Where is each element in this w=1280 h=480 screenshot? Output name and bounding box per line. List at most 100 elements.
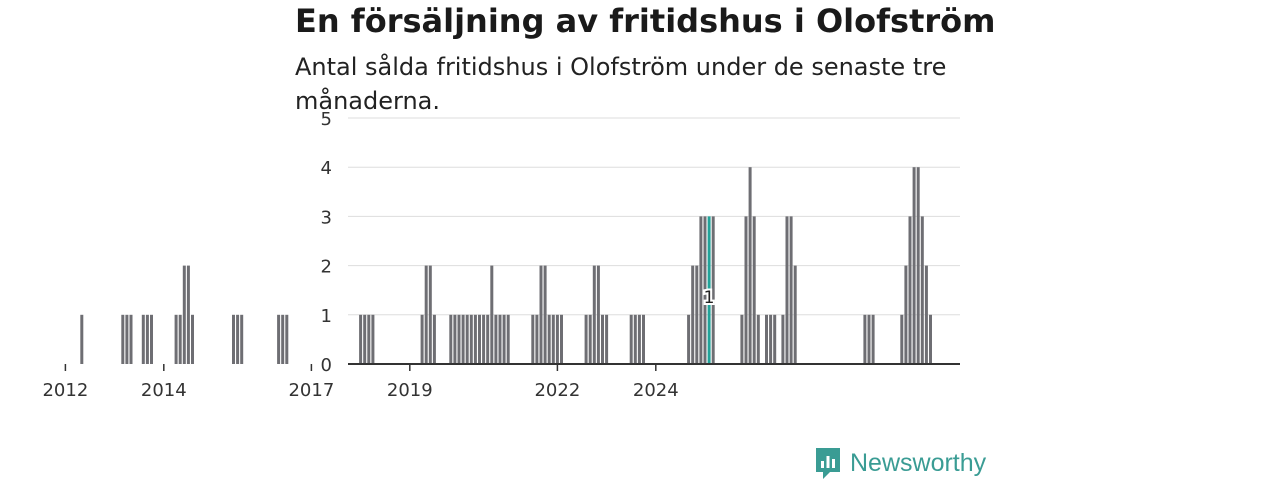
bar (478, 314, 481, 364)
bar (186, 265, 190, 364)
bar (633, 314, 637, 364)
x-tick-label: 2012 (42, 380, 88, 401)
bar (912, 167, 916, 364)
bar (601, 314, 604, 364)
bar (371, 314, 375, 364)
bar (141, 314, 145, 364)
bar (473, 314, 477, 364)
bar (432, 314, 436, 364)
bar (486, 314, 490, 364)
bar (555, 314, 559, 364)
bar (904, 265, 908, 364)
brand-logo: Newsworthy (814, 446, 986, 480)
bar (543, 265, 547, 364)
bar (547, 314, 551, 364)
x-tick-label: 2022 (534, 380, 580, 401)
x-tick-label: 2019 (387, 380, 433, 401)
bar (535, 314, 539, 364)
bar (748, 167, 752, 364)
bar (359, 314, 363, 364)
bar (691, 265, 695, 364)
bar (596, 265, 600, 364)
bar (699, 216, 703, 364)
brand-name: Newsworthy (850, 448, 987, 477)
y-tick-label: 0 (321, 355, 332, 376)
x-tick-label: 2014 (141, 380, 187, 401)
y-tick-label: 4 (321, 158, 332, 179)
bar (424, 265, 428, 364)
bar (924, 265, 928, 364)
bar (125, 314, 129, 364)
bar (498, 314, 502, 364)
bar (785, 216, 789, 364)
y-tick-label: 3 (321, 207, 332, 228)
bar (871, 314, 875, 364)
bar (469, 314, 473, 364)
bar (769, 314, 773, 364)
bar (605, 314, 609, 364)
bar (711, 216, 715, 364)
bar (363, 314, 367, 364)
bar (490, 265, 494, 364)
bar (494, 314, 498, 364)
bar (773, 314, 777, 364)
bar (482, 314, 486, 364)
bar (367, 314, 371, 364)
bar (449, 314, 453, 364)
bar (80, 314, 84, 364)
bar (863, 314, 867, 364)
bar (145, 314, 149, 364)
bar (182, 265, 186, 364)
newsworthy-logo-icon (816, 448, 840, 479)
bar (277, 314, 281, 364)
bar (637, 314, 641, 364)
bar (174, 314, 178, 364)
bar (150, 314, 153, 364)
page-title: En försäljning av fritidshus i Olofström (295, 2, 996, 40)
bar (687, 314, 691, 364)
bar (793, 265, 797, 364)
bar (129, 314, 133, 364)
bar (740, 314, 744, 364)
bar (695, 265, 699, 364)
bar (551, 314, 555, 364)
bar (285, 314, 289, 364)
bar (236, 314, 240, 364)
bar (457, 314, 461, 364)
bar (560, 314, 563, 364)
bar (908, 216, 912, 364)
bar (584, 314, 588, 364)
bar (929, 314, 932, 364)
bar (420, 314, 424, 364)
bar (642, 314, 645, 364)
bar (502, 314, 506, 364)
bar (752, 216, 756, 364)
y-tick-label: 1 (321, 306, 332, 327)
bar (453, 314, 457, 364)
x-tick-label: 2017 (288, 380, 334, 401)
bar (465, 314, 469, 364)
y-tick-label: 5 (321, 109, 332, 130)
bar (506, 314, 510, 364)
bar (428, 265, 432, 364)
bar (178, 314, 182, 364)
bar (592, 265, 596, 364)
bar (588, 314, 592, 364)
x-tick-label: 2024 (633, 380, 679, 401)
page-subtitle: Antal sålda fritidshus i Olofström under… (295, 53, 947, 115)
bar (240, 314, 244, 364)
bar (916, 167, 920, 364)
bar (744, 216, 748, 364)
bar (531, 314, 535, 364)
y-tick-label: 2 (321, 257, 332, 278)
highlight-data-label: 1 (704, 288, 715, 308)
bar (756, 314, 760, 364)
bar (789, 216, 793, 364)
bar (765, 314, 768, 364)
bar (781, 314, 785, 364)
bar (920, 216, 924, 364)
bar (629, 314, 633, 364)
bar (867, 314, 871, 364)
bar (191, 314, 194, 364)
